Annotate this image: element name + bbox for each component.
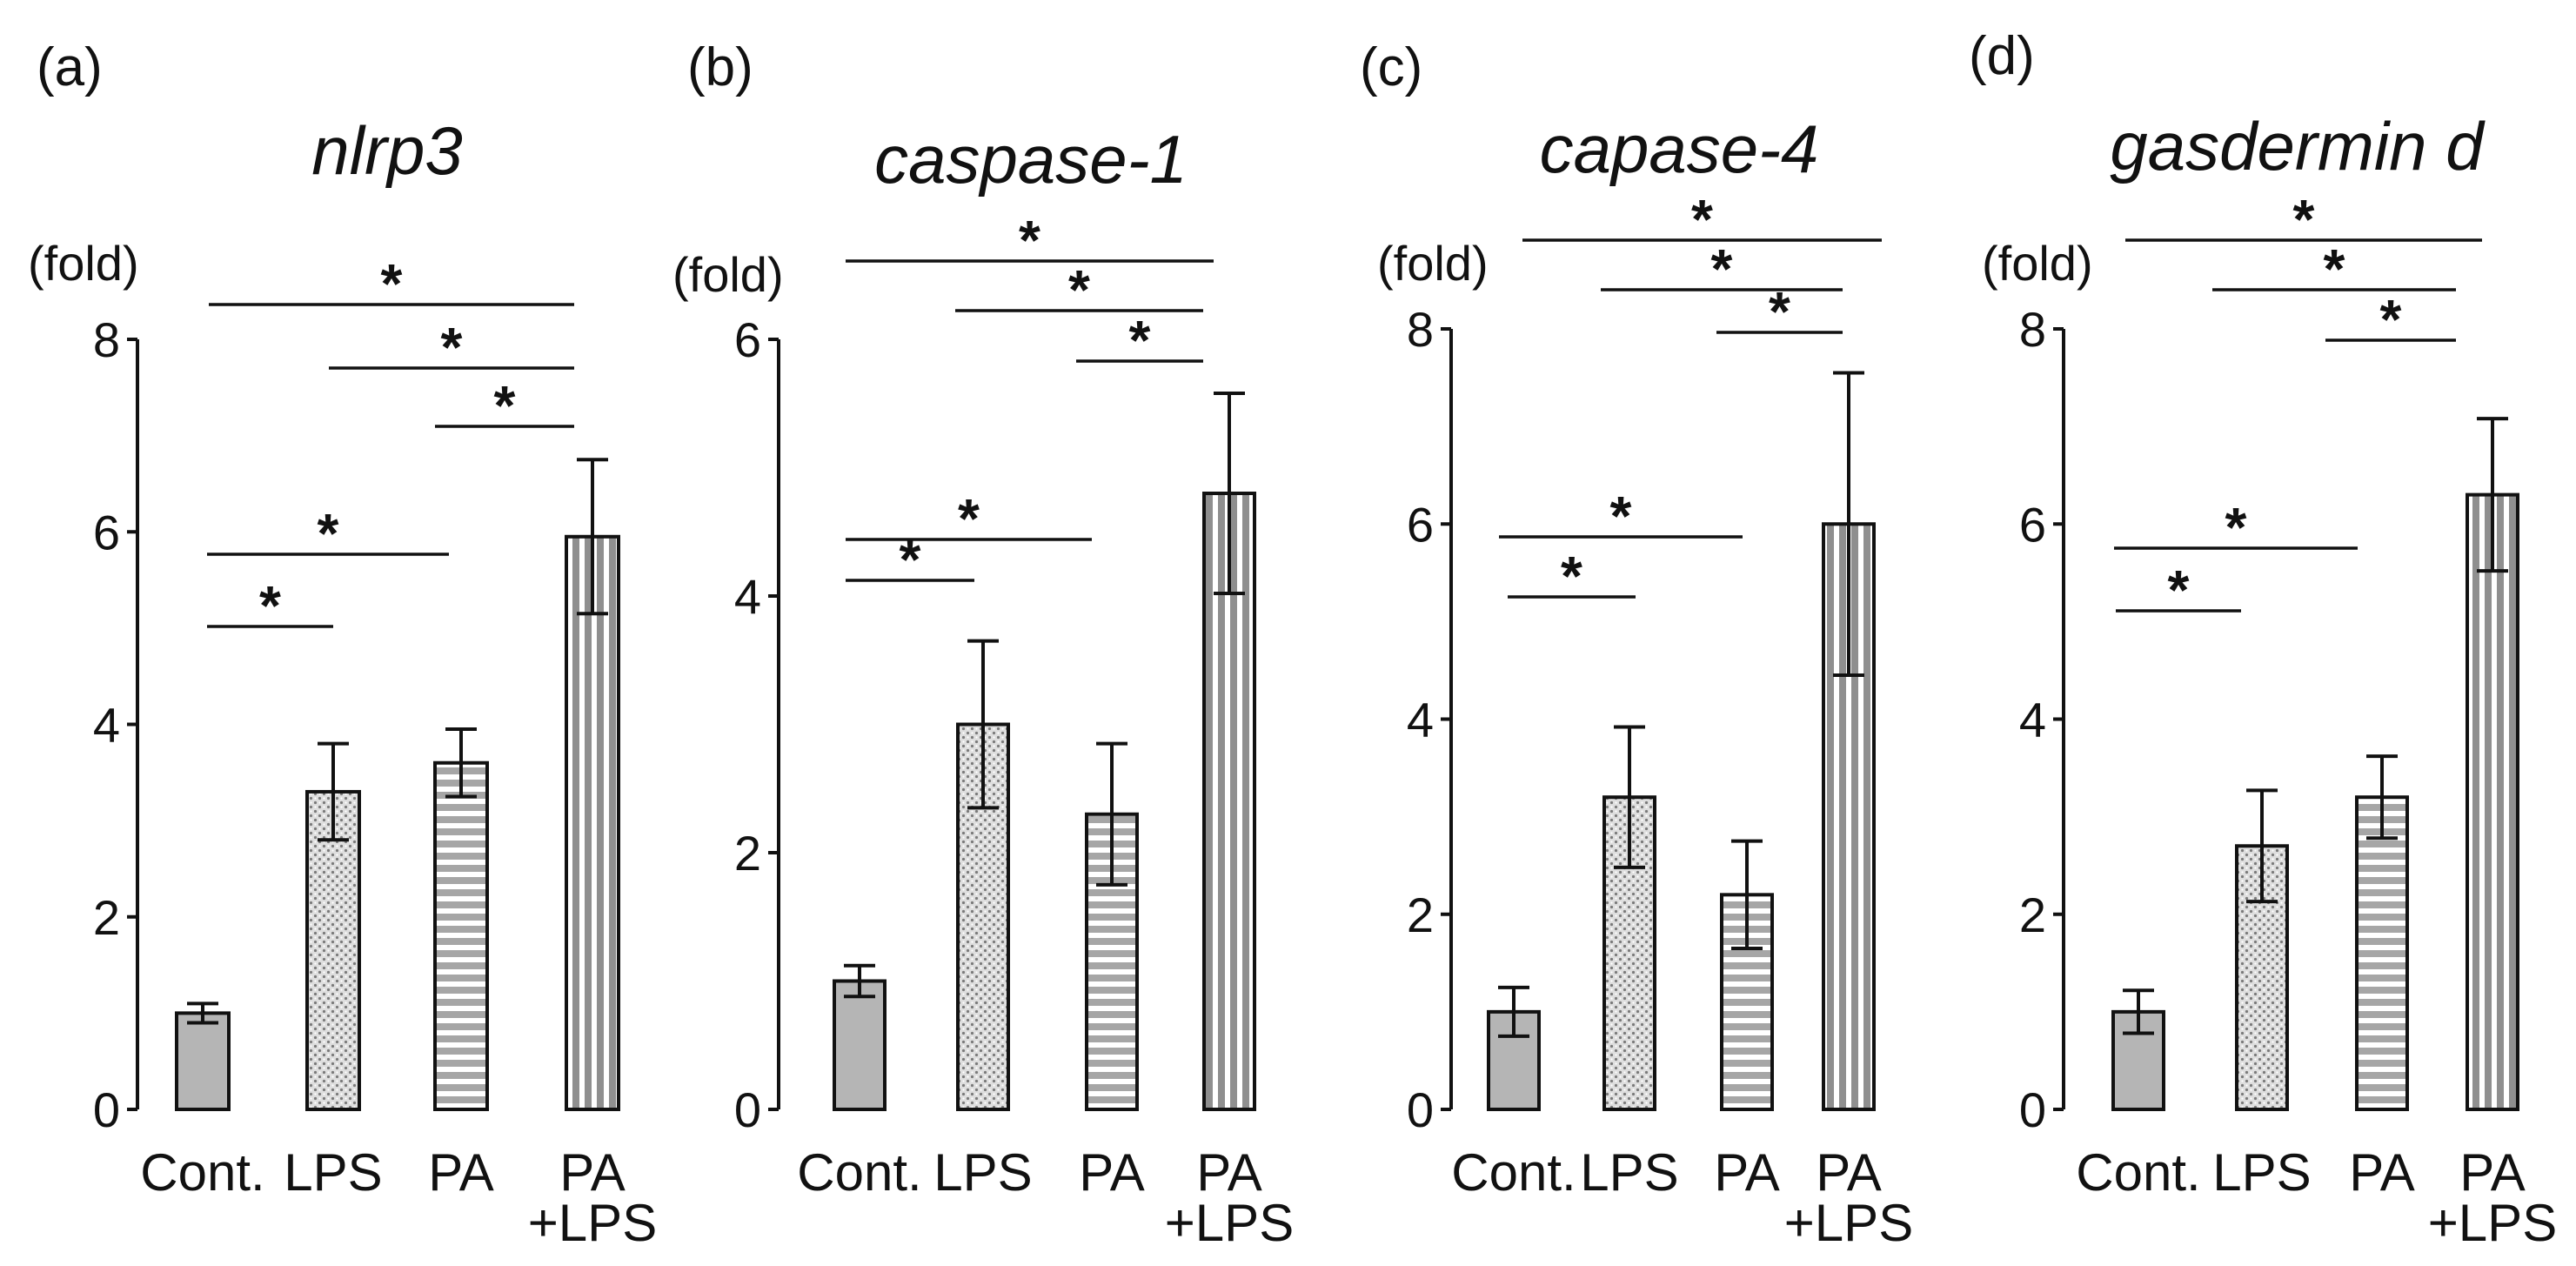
x-tick-label: PA: [1816, 1143, 1882, 1202]
y-axis-label: (fold): [672, 247, 784, 302]
chart-title: caspase-1: [874, 121, 1188, 198]
x-tick-label: LPS: [284, 1143, 382, 1202]
x-tick-label: Cont.: [2076, 1143, 2200, 1202]
x-tick-label: PA: [559, 1143, 626, 1202]
significance-star: *: [1561, 545, 1582, 607]
x-tick-label: PA: [1196, 1143, 1262, 1202]
bar: [1202, 492, 1256, 1111]
significance-star: *: [1610, 485, 1632, 547]
y-tick-label: 4: [93, 698, 120, 753]
y-tick-label: 6: [2019, 497, 2046, 552]
y-tick-label: 2: [734, 826, 761, 881]
panel-d: (d) gasdermin d (fold) 0 2 4 6 8 Cont. LPS PA PA…: [1969, 26, 2557, 1252]
bar: [175, 1011, 231, 1111]
y-tick-label: 6: [734, 312, 761, 367]
y-tick-label: 8: [93, 312, 120, 367]
x-tick-label: +LPS: [1784, 1194, 1913, 1252]
panel-c: (c) capase-4 (fold) 0 2 4 6 8 Cont. LPS PA PA+LP…: [1360, 37, 1913, 1252]
y-tick-label: 4: [1407, 693, 1434, 747]
x-tick-label: PA: [2459, 1143, 2526, 1202]
y-tick-label: 2: [2019, 888, 2046, 942]
significance-star: *: [2168, 559, 2190, 621]
y-tick-label: 0: [93, 1082, 120, 1137]
bar: [565, 534, 620, 1111]
x-tick-label: LPS: [933, 1143, 1032, 1202]
x-tick-label: Cont.: [140, 1143, 264, 1202]
significance-star: *: [441, 316, 463, 378]
y-tick-label: 2: [1407, 888, 1434, 942]
significance-star: *: [318, 502, 339, 565]
bar: [2355, 795, 2409, 1111]
y-tick-label: 4: [734, 569, 761, 624]
chart-title: gasdermin d: [2110, 108, 2486, 184]
bar: [433, 760, 489, 1111]
y-tick-label: 8: [2019, 302, 2046, 357]
x-tick-label: LPS: [2212, 1143, 2311, 1202]
significance-star: *: [259, 574, 281, 637]
significance-star: *: [1711, 238, 1733, 300]
x-tick-label: PA: [1079, 1143, 1145, 1202]
significance-star: *: [2293, 188, 2315, 251]
y-axis-label: (fold): [1377, 236, 1489, 291]
x-tick-label: +LPS: [2428, 1194, 2557, 1252]
y-tick-label: 2: [93, 890, 120, 945]
x-tick-label: +LPS: [528, 1194, 657, 1252]
chart-title: capase-4: [1540, 111, 1819, 187]
significance-star: *: [1691, 188, 1713, 251]
significance-star: *: [494, 374, 516, 437]
panel-label: (d): [1969, 26, 2035, 86]
significance-star: *: [2324, 238, 2345, 300]
panel-label: (b): [687, 37, 753, 97]
significance-star: *: [1068, 258, 1090, 321]
y-tick-label: 4: [2019, 693, 2046, 747]
significance-star: *: [1019, 209, 1040, 271]
x-tick-label: +LPS: [1165, 1194, 1294, 1252]
y-axis-label: (fold): [1982, 236, 2093, 291]
bar: [2466, 492, 2519, 1111]
x-tick-label: Cont.: [797, 1143, 921, 1202]
y-tick-label: 8: [1407, 302, 1434, 357]
significance-star: *: [900, 528, 921, 591]
y-axis-label: (fold): [28, 236, 139, 291]
x-tick-label: LPS: [1580, 1143, 1678, 1202]
y-tick-label: 0: [1407, 1082, 1434, 1137]
y-tick-label: 6: [93, 505, 120, 559]
panel-label: (c): [1360, 37, 1422, 97]
y-tick-label: 0: [2019, 1082, 2046, 1137]
y-tick-label: 0: [734, 1082, 761, 1137]
bar: [833, 979, 887, 1111]
significance-star: *: [1129, 309, 1151, 372]
significance-star: *: [958, 487, 980, 550]
significance-star: *: [2225, 496, 2247, 559]
significance-star: *: [381, 252, 403, 315]
y-tick-label: 6: [1407, 497, 1434, 552]
x-tick-label: PA: [1714, 1143, 1780, 1202]
x-tick-label: Cont.: [1451, 1143, 1576, 1202]
significance-star: *: [2380, 288, 2402, 351]
chart-title: nlrp3: [311, 112, 462, 189]
x-tick-label: PA: [428, 1143, 494, 1202]
x-tick-label: PA: [2349, 1143, 2415, 1202]
panel-label: (a): [37, 37, 103, 97]
